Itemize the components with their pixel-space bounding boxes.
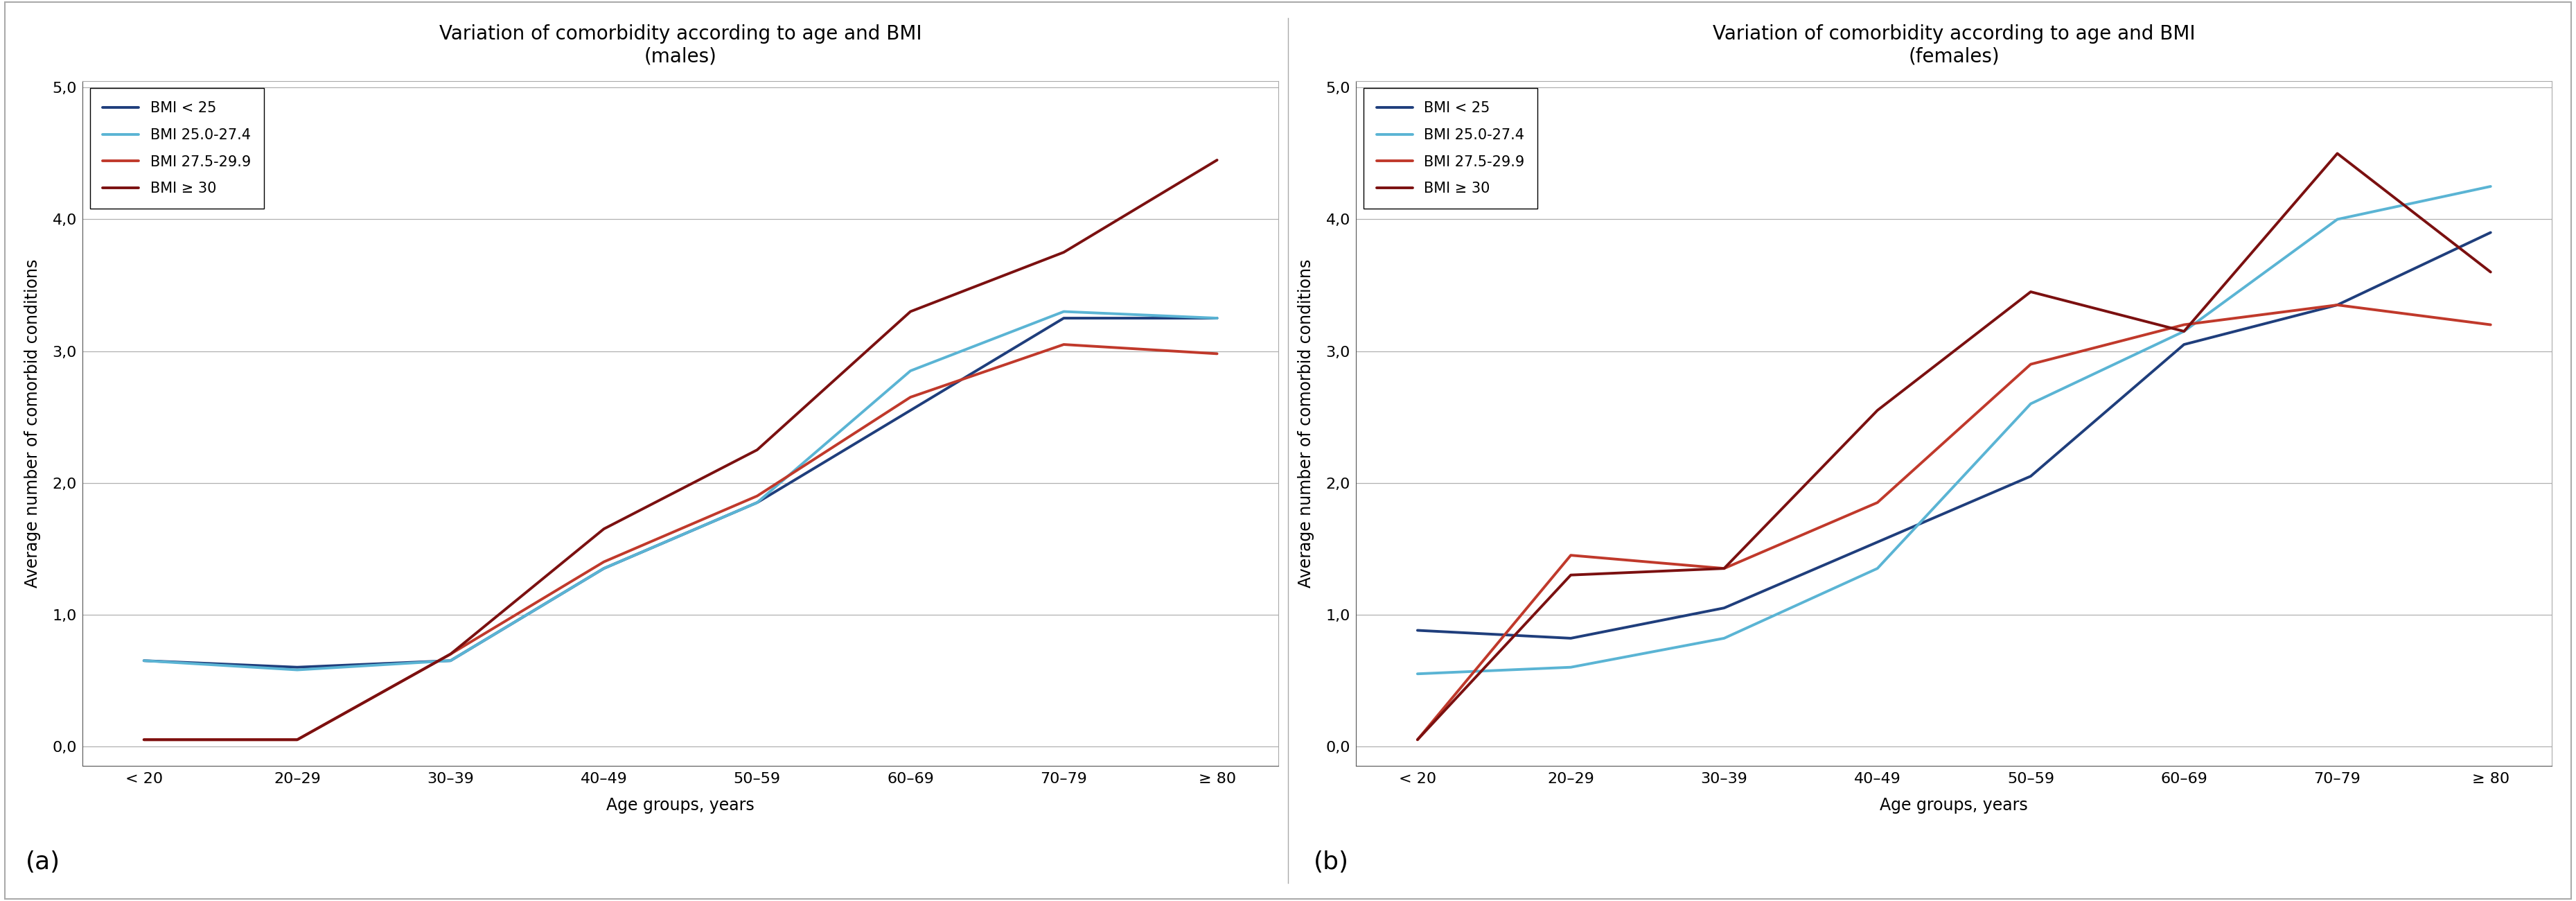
Line: BMI 27.5-29.9: BMI 27.5-29.9 — [1417, 305, 2491, 740]
BMI 27.5-29.9 — [2169, 319, 2200, 330]
BMI < 25 — [1048, 313, 1079, 323]
BMI ≥ 30 — [2321, 148, 2352, 159]
BMI ≥ 30 — [1708, 563, 1739, 574]
BMI 25.0-27.4 — [1862, 563, 1893, 574]
BMI < 25 — [281, 662, 312, 673]
Line: BMI < 25: BMI < 25 — [144, 318, 1216, 668]
BMI 27.5-29.9 — [129, 734, 160, 745]
BMI 25.0-27.4 — [129, 655, 160, 666]
BMI 25.0-27.4 — [1401, 669, 1432, 679]
BMI 25.0-27.4 — [1708, 633, 1739, 643]
BMI 27.5-29.9 — [281, 734, 312, 745]
BMI 27.5-29.9 — [1708, 563, 1739, 574]
BMI 25.0-27.4 — [2169, 326, 2200, 337]
BMI 25.0-27.4 — [435, 655, 466, 666]
BMI 27.5-29.9 — [2321, 299, 2352, 310]
BMI ≥ 30 — [1401, 734, 1432, 745]
BMI 27.5-29.9 — [1048, 339, 1079, 350]
BMI 27.5-29.9 — [1862, 497, 1893, 508]
X-axis label: Age groups, years: Age groups, years — [1880, 797, 2027, 814]
BMI ≥ 30 — [894, 306, 925, 317]
BMI 25.0-27.4 — [281, 664, 312, 675]
BMI ≥ 30 — [1048, 247, 1079, 258]
Text: (b): (b) — [1314, 851, 1350, 874]
BMI 25.0-27.4 — [1048, 306, 1079, 317]
Line: BMI 27.5-29.9: BMI 27.5-29.9 — [144, 344, 1216, 740]
BMI ≥ 30 — [281, 734, 312, 745]
Title: Variation of comorbidity according to age and BMI
(males): Variation of comorbidity according to ag… — [438, 24, 922, 66]
Y-axis label: Average number of comorbid conditions: Average number of comorbid conditions — [1298, 259, 1314, 588]
BMI < 25 — [1862, 537, 1893, 548]
BMI 27.5-29.9 — [1401, 734, 1432, 745]
Legend: BMI < 25, BMI 25.0-27.4, BMI 27.5-29.9, BMI ≥ 30: BMI < 25, BMI 25.0-27.4, BMI 27.5-29.9, … — [1363, 88, 1538, 209]
Y-axis label: Average number of comorbid conditions: Average number of comorbid conditions — [23, 259, 41, 588]
BMI < 25 — [1200, 313, 1231, 323]
BMI < 25 — [2014, 471, 2045, 482]
BMI 25.0-27.4 — [894, 366, 925, 377]
BMI < 25 — [129, 655, 160, 666]
BMI 27.5-29.9 — [742, 490, 773, 501]
BMI 25.0-27.4 — [742, 497, 773, 508]
BMI < 25 — [435, 655, 466, 666]
Line: BMI ≥ 30: BMI ≥ 30 — [1417, 153, 2491, 740]
BMI < 25 — [894, 405, 925, 415]
BMI ≥ 30 — [2476, 267, 2506, 278]
BMI < 25 — [1401, 625, 1432, 636]
BMI 25.0-27.4 — [2321, 214, 2352, 224]
BMI < 25 — [742, 497, 773, 508]
BMI 25.0-27.4 — [1200, 313, 1231, 323]
X-axis label: Age groups, years: Age groups, years — [605, 797, 755, 814]
BMI ≥ 30 — [742, 444, 773, 455]
BMI < 25 — [2476, 227, 2506, 238]
Title: Variation of comorbidity according to age and BMI
(females): Variation of comorbidity according to ag… — [1713, 24, 2195, 66]
Line: BMI 25.0-27.4: BMI 25.0-27.4 — [144, 312, 1216, 669]
BMI ≥ 30 — [2169, 326, 2200, 337]
BMI < 25 — [587, 563, 618, 574]
Text: (a): (a) — [26, 851, 59, 874]
BMI < 25 — [1708, 603, 1739, 614]
BMI ≥ 30 — [1862, 405, 1893, 415]
BMI < 25 — [1556, 633, 1587, 643]
BMI ≥ 30 — [129, 734, 160, 745]
BMI 25.0-27.4 — [1556, 662, 1587, 673]
BMI ≥ 30 — [587, 523, 618, 534]
BMI 25.0-27.4 — [2476, 181, 2506, 192]
BMI 27.5-29.9 — [1556, 550, 1587, 560]
Line: BMI ≥ 30: BMI ≥ 30 — [144, 160, 1216, 740]
BMI ≥ 30 — [2014, 287, 2045, 297]
BMI 27.5-29.9 — [435, 649, 466, 660]
BMI 27.5-29.9 — [1200, 349, 1231, 359]
BMI 25.0-27.4 — [2014, 398, 2045, 409]
Line: BMI < 25: BMI < 25 — [1417, 232, 2491, 638]
BMI ≥ 30 — [1200, 155, 1231, 166]
Line: BMI 25.0-27.4: BMI 25.0-27.4 — [1417, 187, 2491, 674]
BMI < 25 — [2321, 299, 2352, 310]
BMI 27.5-29.9 — [2476, 319, 2506, 330]
Legend: BMI < 25, BMI 25.0-27.4, BMI 27.5-29.9, BMI ≥ 30: BMI < 25, BMI 25.0-27.4, BMI 27.5-29.9, … — [90, 88, 265, 209]
BMI 27.5-29.9 — [894, 392, 925, 403]
BMI ≥ 30 — [435, 649, 466, 660]
BMI 27.5-29.9 — [587, 557, 618, 568]
BMI 27.5-29.9 — [2014, 359, 2045, 369]
BMI < 25 — [2169, 339, 2200, 350]
BMI ≥ 30 — [1556, 569, 1587, 580]
BMI 25.0-27.4 — [587, 563, 618, 574]
